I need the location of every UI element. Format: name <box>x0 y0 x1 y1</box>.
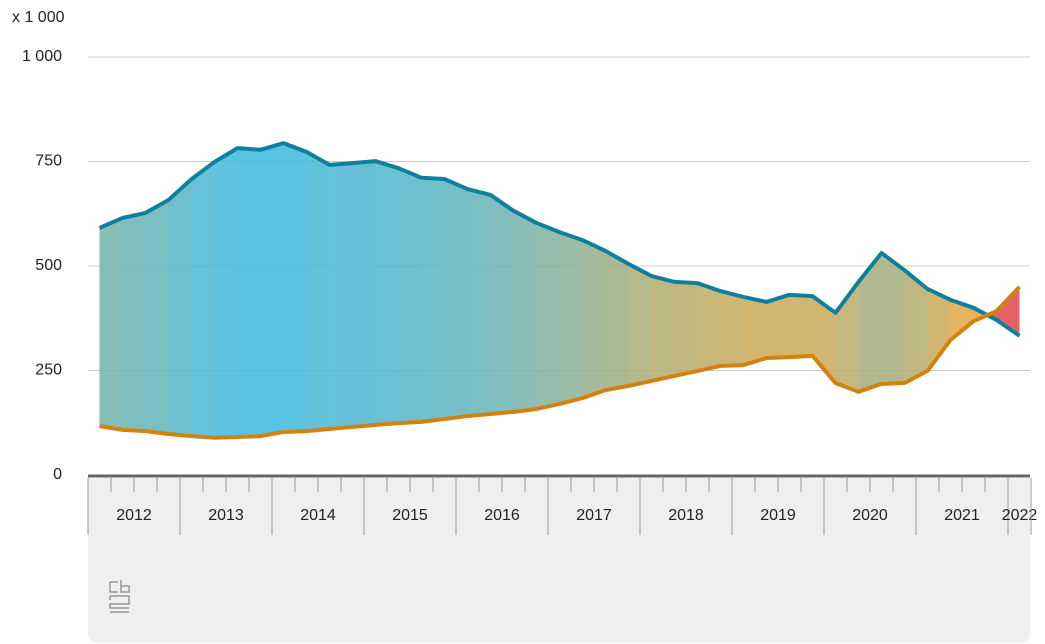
range-fill <box>467 189 491 417</box>
range-fill <box>743 296 767 366</box>
range-fill <box>168 179 192 437</box>
range-fill <box>927 288 951 371</box>
range-fill <box>237 148 261 437</box>
series-line <box>99 285 1021 440</box>
range-fill <box>720 291 744 366</box>
range-fill <box>122 212 146 432</box>
range-fill <box>835 281 859 392</box>
cbs-logo <box>109 580 130 613</box>
range-fill <box>260 143 284 437</box>
range-fill <box>352 161 376 427</box>
y-unit-label: x 1 000 <box>12 9 65 26</box>
range-fill <box>766 294 790 358</box>
range-fill <box>651 276 675 381</box>
y-tick-label: 0 <box>53 466 62 483</box>
range-fill <box>145 199 169 435</box>
y-tick-label: 500 <box>35 257 62 274</box>
x-tick-label: 2014 <box>300 507 336 524</box>
range-fill <box>375 161 399 425</box>
x-tick-label: 2021 <box>944 507 980 524</box>
range-fill <box>881 253 905 384</box>
series-line <box>98 141 1021 338</box>
range-fill <box>674 281 698 376</box>
x-tick-label: 2019 <box>760 507 796 524</box>
y-tick-label: 250 <box>35 362 62 379</box>
range-fill <box>283 143 307 432</box>
range-fill <box>697 283 721 371</box>
x-tick-label: 2018 <box>668 507 704 524</box>
range-fill <box>605 250 629 391</box>
range-fill <box>858 253 882 392</box>
x-tick-label: 2013 <box>208 507 244 524</box>
range-fill <box>582 240 606 399</box>
range-fill <box>904 270 928 384</box>
x-tick-label: 2022 <box>1002 507 1038 524</box>
range-fill <box>444 179 468 419</box>
range-fill <box>99 217 123 430</box>
range-fill <box>559 232 583 404</box>
y-tick-label: 750 <box>35 153 62 170</box>
x-tick-label: 2017 <box>576 507 612 524</box>
range-fill <box>329 163 353 430</box>
x-axis-panel <box>88 478 1030 643</box>
range-fill <box>421 177 445 422</box>
range-fill <box>950 299 974 340</box>
range-fill <box>513 210 537 412</box>
range-fill <box>214 148 238 438</box>
x-tick-label: 2020 <box>852 507 888 524</box>
range-fill <box>789 294 813 358</box>
range-fill <box>490 194 514 414</box>
x-tick-label: 2016 <box>484 507 520 524</box>
y-tick-label: 1 000 <box>22 48 62 65</box>
x-tick-label: 2015 <box>392 507 428 524</box>
range-fill <box>398 168 422 424</box>
range-fill <box>306 151 330 432</box>
x-tick-label: 2012 <box>116 507 152 524</box>
range-fill <box>191 161 215 438</box>
range-fill <box>628 263 652 386</box>
range-fill <box>536 222 560 409</box>
